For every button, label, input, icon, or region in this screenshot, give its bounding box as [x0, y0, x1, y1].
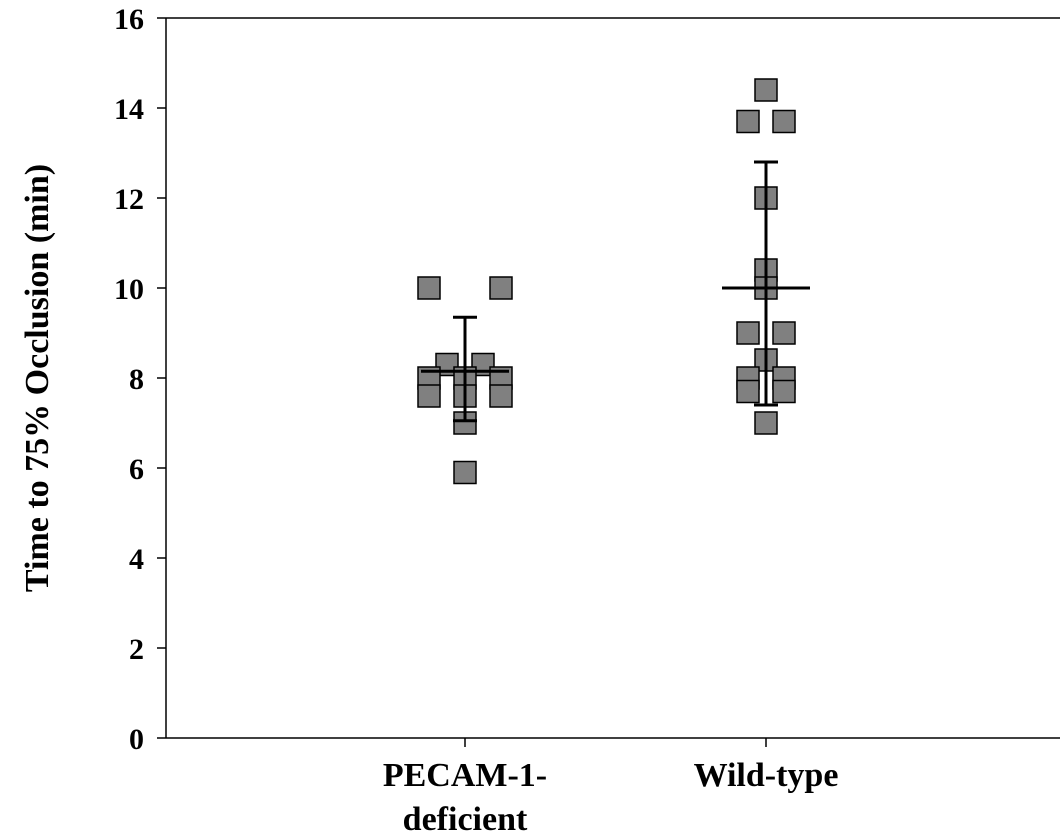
category-label: Wild-type [694, 757, 839, 794]
category-label: PECAM-1- [383, 757, 547, 794]
data-marks [417, 78, 796, 485]
y-axis-label: Time to 75% Occlusion (min) [19, 164, 56, 592]
y-tick-label: 8 [129, 363, 144, 396]
data-point [736, 379, 760, 404]
y-tick-label: 2 [129, 633, 144, 666]
y-tick-label: 4 [129, 543, 144, 576]
data-point [772, 379, 796, 404]
axes [157, 17, 1060, 747]
error-bars [421, 160, 810, 423]
y-tick-labels: 0 2 4 6 8 10 12 14 16 [114, 3, 144, 756]
y-tick-label: 6 [129, 453, 144, 486]
y-tick-label: 14 [114, 93, 144, 126]
data-point [754, 78, 778, 102]
y-tick-label: 16 [114, 3, 144, 36]
data-point [453, 460, 477, 485]
data-point [489, 276, 513, 300]
data-point [754, 411, 778, 435]
data-point [417, 276, 441, 300]
data-point [417, 384, 441, 408]
y-tick-label: 0 [129, 723, 144, 756]
category-labels: PECAM-1- deficient Wild-type [383, 757, 839, 838]
data-point [772, 321, 796, 345]
data-point [489, 384, 513, 408]
y-tick-label: 10 [114, 273, 144, 306]
category-label: deficient [403, 801, 528, 838]
data-point [772, 109, 796, 134]
data-point [736, 109, 760, 134]
y-tick-label: 12 [114, 183, 144, 216]
data-point [736, 321, 760, 345]
